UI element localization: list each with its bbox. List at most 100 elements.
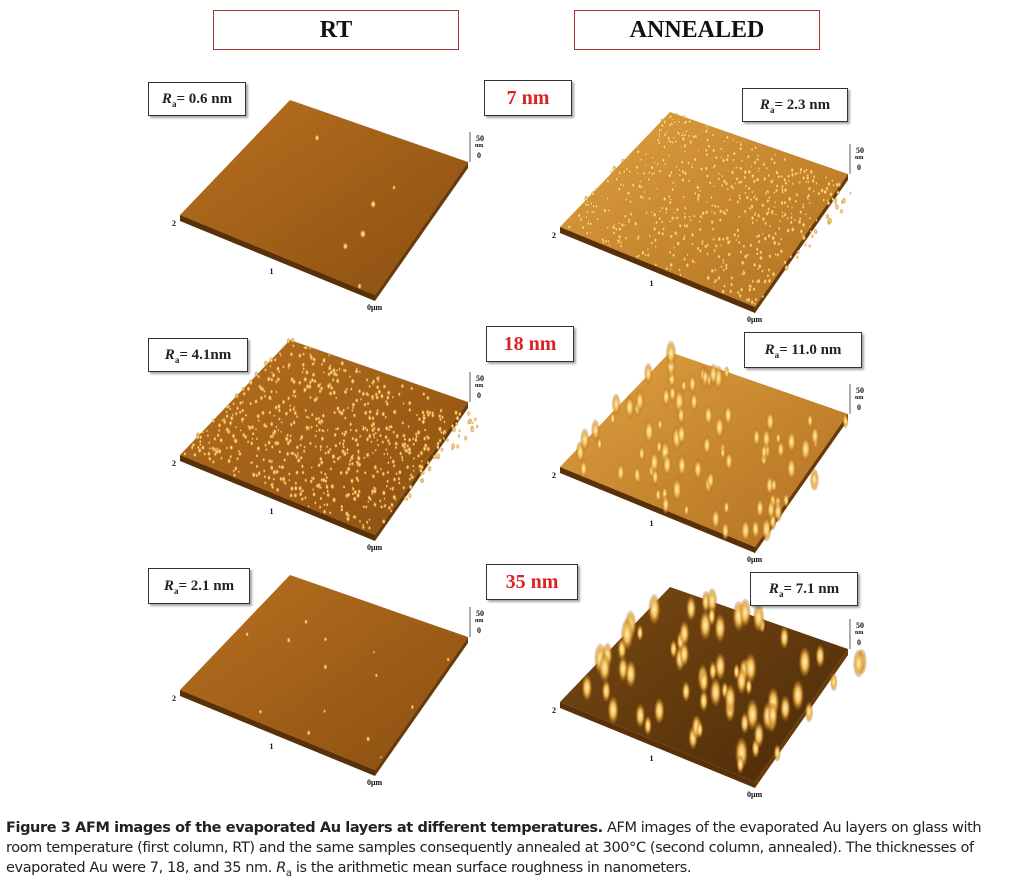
surface-feature	[371, 451, 374, 455]
surface-feature	[772, 178, 775, 183]
surface-feature	[731, 157, 735, 163]
surface-feature	[644, 419, 654, 444]
surface-feature	[717, 254, 721, 260]
surface-feature	[698, 226, 702, 232]
surface-feature	[654, 220, 659, 225]
surface-feature	[790, 226, 795, 233]
surface-feature	[741, 519, 751, 542]
surface-feature	[254, 427, 258, 431]
surface-feature	[781, 210, 784, 214]
surface-feature	[333, 410, 337, 415]
surface-feature	[719, 146, 723, 152]
surface-feature	[304, 345, 308, 350]
surface-feature	[331, 377, 335, 382]
surface-feature	[443, 420, 446, 424]
z-axis-label: nm	[855, 395, 864, 401]
surface-feature	[721, 288, 726, 295]
surface-feature	[277, 428, 280, 432]
surface-feature	[832, 183, 835, 188]
surface-feature	[808, 244, 811, 248]
surface-feature	[471, 421, 474, 425]
surface-feature	[766, 273, 770, 278]
surface-feature	[299, 455, 303, 461]
surface-feature	[750, 147, 754, 152]
x-axis-label: 2	[552, 706, 556, 715]
surface-feature	[651, 156, 654, 160]
surface-feature	[671, 117, 674, 122]
surface-feature	[199, 442, 202, 447]
surface-feature	[340, 448, 345, 455]
surface-feature	[321, 357, 327, 364]
surface-feature	[709, 363, 718, 386]
surface-feature	[677, 423, 686, 446]
surface-feature	[322, 509, 327, 515]
surface-feature	[348, 458, 352, 463]
surface-feature	[359, 229, 366, 239]
surface-feature	[342, 485, 346, 490]
surface-feature	[318, 505, 322, 510]
surface-feature	[222, 419, 227, 425]
surface-feature	[377, 443, 380, 447]
surface-feature	[670, 215, 675, 221]
surface-feature	[758, 249, 763, 255]
surface-feature	[301, 370, 304, 374]
surface-feature	[835, 204, 840, 210]
surface-feature	[628, 169, 632, 174]
surface-feature	[314, 416, 319, 422]
surface-feature	[220, 456, 223, 461]
surface-feature	[766, 410, 775, 433]
surface-feature	[234, 411, 238, 416]
surface-feature	[606, 225, 609, 230]
surface-feature	[270, 377, 274, 383]
surface-feature	[661, 494, 670, 515]
surface-feature	[761, 232, 764, 236]
roughness-symbol: R	[768, 581, 779, 597]
surface-feature	[635, 254, 639, 259]
surface-feature	[585, 215, 588, 219]
surface-feature	[765, 189, 769, 194]
surface-feature	[355, 492, 361, 499]
surface-feature	[798, 646, 811, 678]
surface-feature	[389, 455, 392, 460]
surface-feature	[368, 409, 372, 415]
surface-feature	[673, 230, 678, 237]
surface-feature	[249, 401, 253, 406]
surface-feature	[362, 505, 366, 509]
surface-feature	[757, 166, 761, 171]
surface-feature	[753, 603, 765, 632]
surface-feature	[774, 188, 779, 194]
surface-feature	[802, 202, 805, 207]
surface-feature	[281, 476, 286, 482]
surface-feature	[790, 172, 795, 178]
surface-feature	[714, 652, 726, 680]
surface-feature	[310, 465, 313, 469]
surface-feature	[234, 465, 238, 472]
surface-feature	[322, 491, 325, 495]
surface-feature	[608, 242, 611, 247]
surface-feature	[693, 458, 703, 480]
surface-feature	[229, 415, 234, 422]
surface-feature	[319, 444, 323, 449]
surface-feature	[402, 485, 406, 490]
surface-feature	[798, 216, 802, 221]
surface-feature	[685, 262, 690, 269]
surface-feature	[456, 444, 460, 449]
surface-feature	[300, 497, 304, 502]
roughness-label: Ra= 2.3 nm	[742, 88, 848, 122]
surface-feature	[789, 215, 794, 220]
surface-feature	[711, 226, 715, 232]
surface-feature	[262, 457, 266, 462]
surface-feature	[766, 198, 770, 204]
surface-feature	[391, 488, 394, 492]
surface-feature	[397, 392, 401, 397]
surface-feature	[723, 500, 730, 515]
surface-feature	[660, 219, 664, 225]
surface-feature	[412, 437, 415, 441]
surface-feature	[787, 195, 792, 203]
surface-feature	[383, 497, 386, 501]
surface-feature	[271, 484, 275, 490]
surface-feature	[372, 650, 375, 654]
surface-feature	[806, 180, 810, 184]
surface-feature	[203, 452, 207, 457]
roughness-symbol: R	[764, 342, 775, 358]
